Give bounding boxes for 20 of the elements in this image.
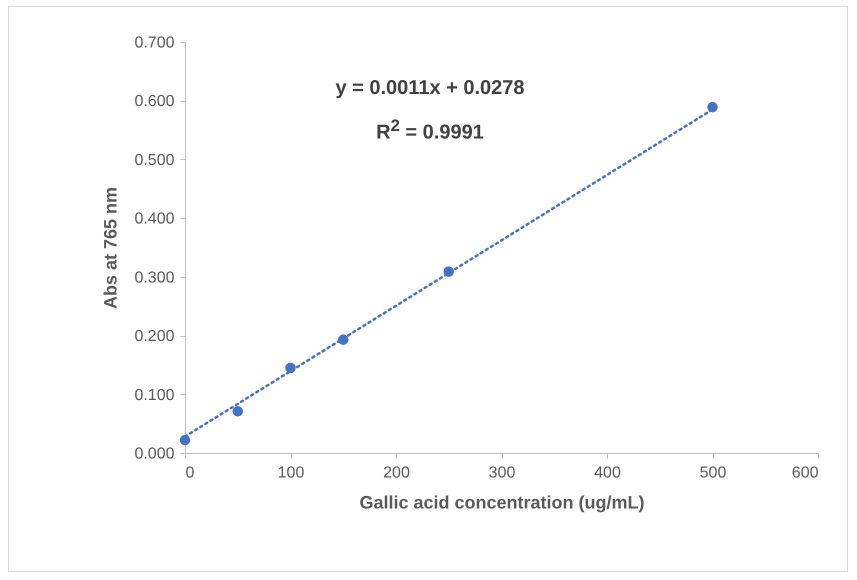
- x-tick-label: 500: [700, 464, 726, 482]
- x-tick-label: 400: [594, 464, 621, 482]
- x-axis-title: Gallic acid concentration (ug/mL): [359, 492, 645, 512]
- x-tick-label: 0: [186, 464, 194, 482]
- y-tick-label: 0.600: [134, 93, 175, 110]
- y-tick-label: 0.100: [134, 386, 175, 404]
- y-tick-label: 0.400: [134, 210, 175, 228]
- x-tick-label: 600: [792, 464, 819, 482]
- y-tick-label: 0.300: [134, 269, 175, 286]
- y-tick-label: 0.000: [134, 446, 175, 462]
- x-tick-label: 200: [383, 464, 410, 482]
- y-tick-label: 0.200: [134, 328, 175, 346]
- y-axis-title: Abs at 765 nm: [100, 186, 120, 310]
- annotation: R$^{2}$ = 0.9991: [375, 115, 485, 146]
- point: [232, 406, 243, 417]
- x-tick-label: 100: [278, 464, 304, 482]
- x-tick-label: 300: [488, 464, 516, 482]
- y-tick-label: 0.700: [134, 34, 175, 52]
- y-tick-label: 0.500: [134, 152, 175, 169]
- annotation: y = 0.0011x + 0.0278: [334, 76, 526, 101]
